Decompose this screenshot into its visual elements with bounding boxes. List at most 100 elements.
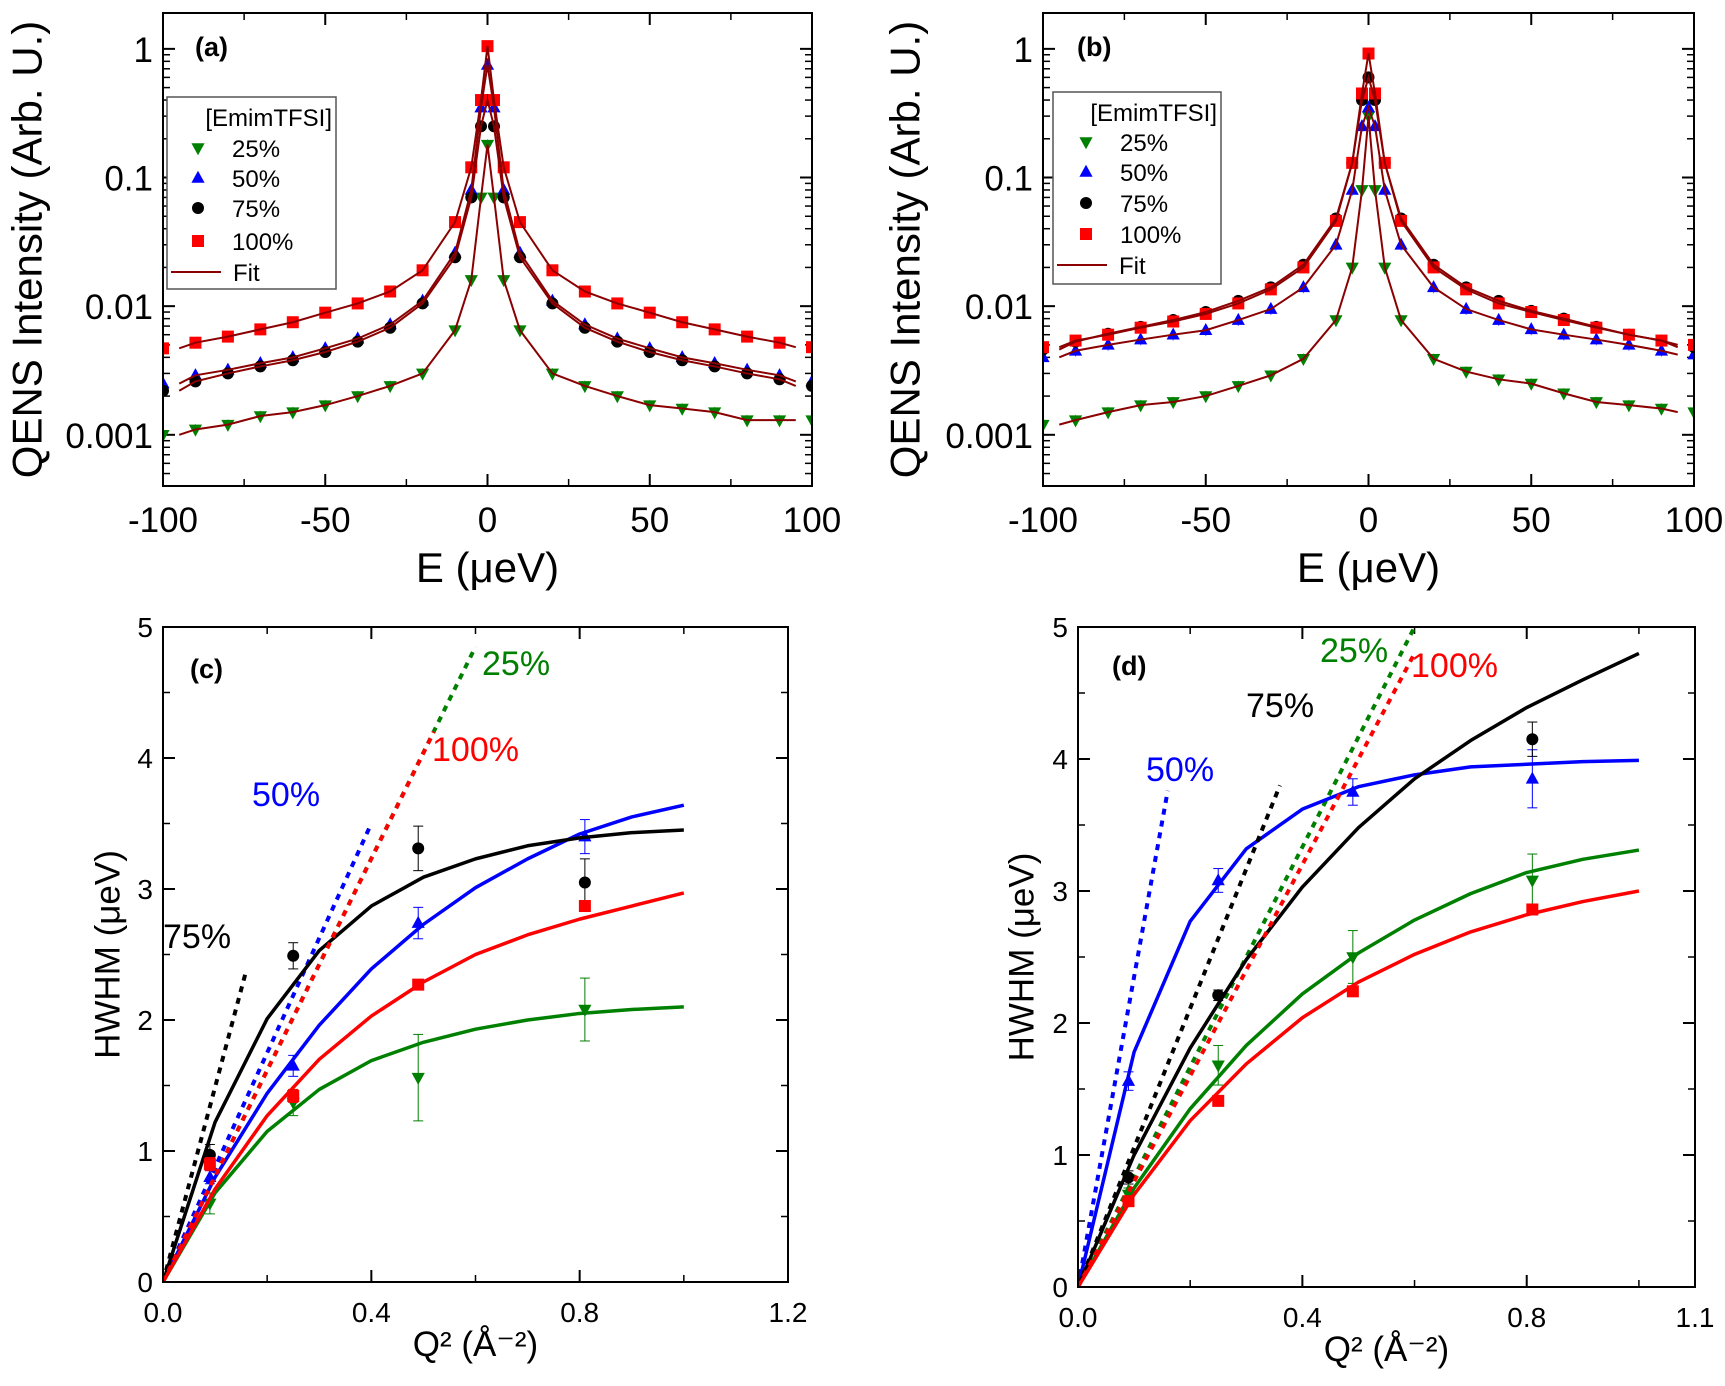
fit-line-25pct (178, 144, 796, 436)
x-tick-label: 0.4 (352, 1297, 391, 1328)
legend-label: 25% (232, 136, 280, 163)
x-tick-label: 1.2 (769, 1297, 808, 1328)
data-point (1525, 875, 1539, 888)
panel-c: 0.0 0.4 0.8 1.2 0 1 2 3 4 5 Q² (Å⁻²) HWHM (μeV) (c) 2… (89, 612, 808, 1364)
x-tick-label: 0 (478, 501, 497, 540)
fit-line-50pct (178, 64, 797, 385)
legend-marker (1080, 228, 1092, 240)
fit-curve (163, 891, 685, 1282)
legend-label: Fit (1119, 253, 1146, 280)
fit-curve (1078, 889, 1640, 1287)
data-point (1212, 1094, 1225, 1107)
annotation-label: 25% (482, 645, 550, 683)
y-tick-label: 1 (1014, 31, 1033, 70)
data-point (286, 407, 300, 420)
data-point (1211, 873, 1225, 886)
data-point (1622, 337, 1636, 350)
legend-marker (1079, 137, 1093, 150)
plot-frame (1042, 12, 1695, 487)
legend-title: [EmimTFSI] (1090, 100, 1217, 127)
data-point (253, 411, 267, 424)
data-point (1101, 337, 1115, 350)
data-point (411, 1072, 425, 1085)
y-tick-label: 1 (134, 31, 153, 70)
data-point (1043, 350, 1050, 363)
annotation-label: 75% (163, 918, 231, 956)
legend-marker (192, 235, 204, 247)
x-axis-title: E (μeV) (1297, 544, 1440, 591)
data-point (1525, 771, 1539, 784)
y-tick-label: 0.1 (984, 160, 1033, 199)
data-point (1296, 353, 1310, 366)
x-tick-label: -100 (128, 501, 198, 540)
x-tick-label: 100 (1665, 501, 1723, 540)
data-point (675, 403, 689, 416)
legend-marker (1080, 197, 1092, 209)
data-point (1122, 1195, 1135, 1208)
y-tick-label: 3 (137, 874, 153, 905)
fit-curve (163, 803, 685, 1282)
annotation-label: 50% (1146, 751, 1214, 789)
plot-frame (162, 626, 789, 1283)
y-tick-label: 0.01 (965, 288, 1033, 327)
data-point (1526, 903, 1539, 916)
data-point (1101, 407, 1115, 420)
fit-line-75pct (1058, 73, 1679, 351)
data-point (203, 1158, 216, 1171)
x-tick-label: -50 (300, 501, 351, 540)
data-point (287, 1089, 300, 1102)
y-axis-title: QENS Intensity (Arb. U.) (882, 21, 929, 478)
data-point (416, 368, 430, 381)
legend-label: 50% (1120, 160, 1168, 187)
panel-label: (b) (1077, 32, 1111, 62)
x-axis-title: Q² (Å⁻²) (1324, 1330, 1449, 1369)
x-tick-label: 0.0 (144, 1297, 183, 1328)
data-point (1166, 327, 1180, 340)
data-point (1212, 989, 1225, 1002)
panel-b: -100 -50 0 50 100 0.001 0.01 0.1 1 E (μeV) QENS In… (882, 12, 1723, 591)
fit-curve (163, 1005, 684, 1282)
legend-label: 100% (232, 229, 293, 256)
plot-area (1078, 627, 1640, 1287)
data-point (1121, 1073, 1136, 1086)
data-point (1346, 952, 1360, 965)
data-point (1122, 1171, 1135, 1184)
data-point (1427, 353, 1441, 366)
y-tick-label: 5 (137, 612, 153, 643)
fit-curve (1078, 651, 1640, 1287)
data-point (1557, 327, 1571, 340)
data-point (1346, 784, 1360, 797)
panel-label: (d) (1112, 651, 1146, 681)
fit-line-50pct (1058, 104, 1678, 359)
data-point (163, 430, 170, 443)
data-point (1524, 378, 1538, 391)
data-point (806, 341, 812, 354)
y-tick-label: 0.01 (85, 288, 153, 327)
legend-title: [EmimTFSI] (205, 105, 332, 132)
fit-line-25pct (1059, 116, 1678, 426)
legend-label: 75% (1120, 191, 1168, 218)
data-point (1654, 403, 1669, 416)
legend-marker (1079, 164, 1093, 177)
legend-marker (191, 143, 205, 156)
legend-box (166, 96, 337, 290)
x-tick-label: -50 (1180, 501, 1231, 540)
legend-label: Fit (233, 260, 260, 287)
x-tick-label: 0.8 (1507, 1302, 1546, 1333)
data-point (1134, 332, 1148, 345)
x-axis-title: Q² (Å⁻²) (413, 1325, 538, 1364)
series-50pct (1078, 749, 1639, 1287)
legend: [EmimTFSI] 25% 50% 75% 100% Fit (166, 96, 337, 290)
y-tick-label: 2 (1052, 1008, 1068, 1039)
data-point (545, 368, 559, 381)
data-point (1589, 332, 1603, 345)
y-tick-label: 1 (137, 1136, 153, 1167)
data-point (1687, 347, 1694, 360)
plot-area (1043, 47, 1694, 432)
data-point (1166, 397, 1180, 410)
data-point (1524, 322, 1538, 335)
x-axis-title: E (μeV) (416, 544, 559, 591)
y-tick-label: 4 (1052, 744, 1068, 775)
data-point (1199, 323, 1213, 336)
